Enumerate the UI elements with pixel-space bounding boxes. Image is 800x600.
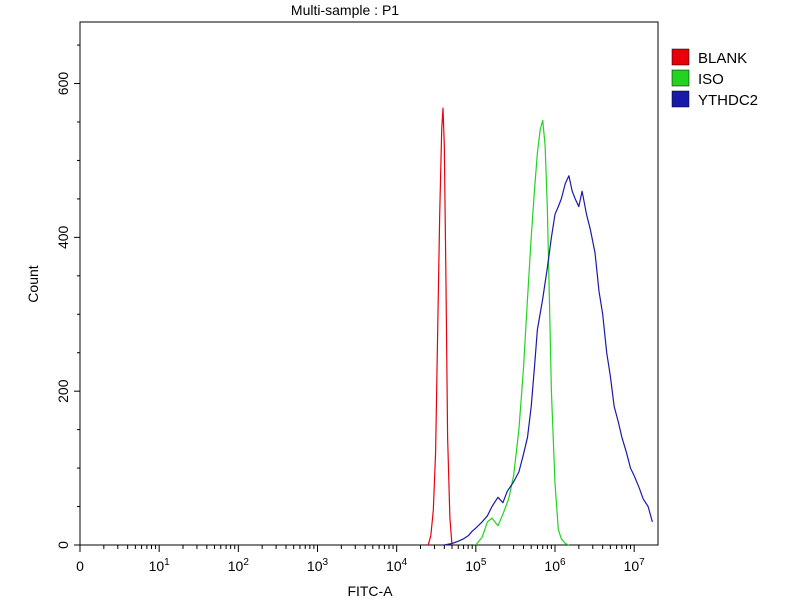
x-tick-label-5: 105 bbox=[465, 557, 487, 574]
chart-title: Multi-sample : P1 bbox=[291, 2, 399, 18]
legend-swatch-ythdc2 bbox=[671, 90, 690, 108]
series-line-blank bbox=[427, 107, 453, 546]
legend: BLANK ISO YTHDC2 bbox=[671, 48, 758, 109]
x-tick-label-4: 104 bbox=[386, 557, 408, 574]
legend-label-iso: ISO bbox=[698, 71, 724, 88]
x-tick-label-0: 0 bbox=[76, 558, 84, 574]
legend-swatch-iso bbox=[671, 69, 690, 87]
x-axis-label: FITC-A bbox=[347, 583, 393, 599]
series-layer bbox=[427, 107, 653, 546]
series-line-ythdc2 bbox=[444, 175, 653, 546]
x-tick-label-1: 101 bbox=[149, 557, 171, 574]
series-line-iso bbox=[475, 119, 570, 546]
y-tick-label-0: 0 bbox=[55, 541, 71, 549]
legend-label-blank: BLANK bbox=[698, 50, 747, 67]
x-tick-label-3: 103 bbox=[307, 557, 329, 574]
x-tick-label-7: 107 bbox=[624, 557, 646, 574]
legend-swatch-blank bbox=[671, 48, 690, 66]
x-tick-label-2: 102 bbox=[228, 557, 250, 574]
plot-area bbox=[79, 21, 659, 546]
legend-label-ythdc2: YTHDC2 bbox=[698, 92, 758, 109]
y-axis-label: Count bbox=[25, 265, 41, 302]
x-tick-label-6: 106 bbox=[544, 557, 566, 574]
y-tick-label-1: 200 bbox=[55, 379, 71, 403]
y-tick-label-3: 600 bbox=[55, 72, 71, 96]
y-tick-label-2: 400 bbox=[55, 225, 71, 249]
axes-layer: 0 200 400 600 0 101 102 103 104 105 106 107 bbox=[55, 44, 646, 574]
